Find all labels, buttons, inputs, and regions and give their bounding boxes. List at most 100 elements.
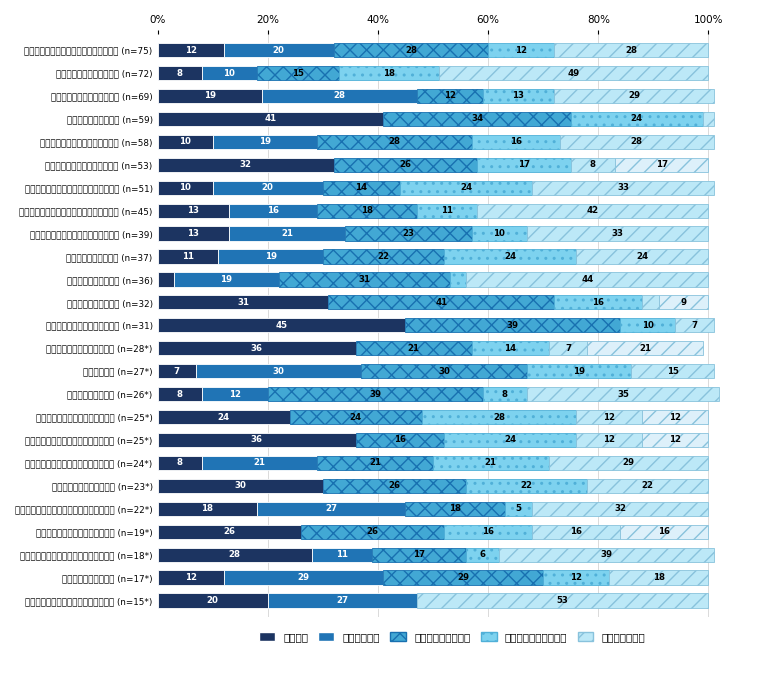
- Text: 8: 8: [501, 389, 507, 398]
- Bar: [466, 272, 709, 286]
- Text: 17: 17: [413, 550, 425, 559]
- Bar: [158, 134, 213, 149]
- Bar: [417, 89, 482, 103]
- Text: 28: 28: [631, 137, 643, 146]
- Bar: [158, 570, 224, 585]
- Bar: [323, 479, 466, 493]
- Bar: [158, 318, 405, 333]
- Bar: [527, 227, 709, 240]
- Bar: [642, 410, 709, 424]
- Bar: [472, 227, 527, 240]
- Text: 18: 18: [653, 573, 665, 582]
- Text: 21: 21: [254, 458, 265, 467]
- Text: 9: 9: [680, 298, 687, 307]
- Bar: [196, 364, 361, 378]
- Bar: [339, 66, 439, 80]
- Text: 12: 12: [669, 412, 681, 421]
- Bar: [158, 593, 267, 608]
- Text: 39: 39: [507, 321, 519, 330]
- Text: 41: 41: [264, 114, 277, 123]
- Text: 12: 12: [604, 412, 615, 421]
- Bar: [213, 181, 323, 195]
- Bar: [158, 364, 196, 378]
- Bar: [257, 66, 339, 80]
- Text: 16: 16: [658, 527, 671, 536]
- Text: 14: 14: [504, 344, 516, 353]
- Bar: [659, 295, 709, 310]
- Text: 18: 18: [449, 505, 461, 514]
- Bar: [439, 66, 709, 80]
- Text: 31: 31: [358, 275, 370, 284]
- Text: 20: 20: [273, 46, 285, 55]
- Text: 12: 12: [443, 91, 456, 100]
- Text: 29: 29: [457, 573, 469, 582]
- Bar: [620, 318, 675, 333]
- Bar: [532, 525, 620, 538]
- Bar: [158, 295, 328, 310]
- Text: 11: 11: [182, 252, 194, 261]
- Bar: [417, 593, 709, 608]
- Bar: [158, 502, 257, 516]
- Text: 29: 29: [628, 91, 640, 100]
- Bar: [632, 364, 714, 378]
- Bar: [158, 89, 262, 103]
- Bar: [361, 364, 527, 378]
- Text: 12: 12: [570, 573, 582, 582]
- Bar: [527, 364, 632, 378]
- Text: 32: 32: [240, 160, 251, 169]
- Text: 29: 29: [298, 573, 309, 582]
- Text: 8: 8: [177, 389, 183, 398]
- Bar: [158, 410, 290, 424]
- Bar: [356, 341, 472, 356]
- Bar: [267, 593, 417, 608]
- Text: 7: 7: [565, 344, 571, 353]
- Bar: [444, 249, 576, 263]
- Text: 24: 24: [350, 412, 362, 421]
- Text: 8: 8: [177, 69, 183, 78]
- Text: 24: 24: [218, 412, 230, 421]
- Text: 16: 16: [570, 527, 582, 536]
- Text: 11: 11: [440, 206, 453, 215]
- Text: 12: 12: [669, 435, 681, 444]
- Text: 49: 49: [568, 69, 580, 78]
- Text: 20: 20: [207, 596, 219, 605]
- Text: 11: 11: [336, 550, 348, 559]
- Bar: [202, 456, 317, 470]
- Text: 24: 24: [631, 114, 643, 123]
- Text: 15: 15: [292, 69, 304, 78]
- Text: 10: 10: [493, 229, 505, 238]
- Text: 21: 21: [639, 344, 651, 353]
- Text: 24: 24: [504, 252, 516, 261]
- Bar: [158, 181, 213, 195]
- Text: 30: 30: [438, 367, 450, 376]
- Text: 24: 24: [636, 252, 648, 261]
- Bar: [576, 433, 642, 447]
- Bar: [202, 66, 257, 80]
- Text: 21: 21: [370, 458, 381, 467]
- Text: 29: 29: [623, 458, 635, 467]
- Text: 16: 16: [394, 435, 406, 444]
- Bar: [158, 66, 202, 80]
- Text: 28: 28: [493, 412, 505, 421]
- Text: 34: 34: [471, 114, 483, 123]
- Text: 10: 10: [642, 321, 654, 330]
- Text: 26: 26: [223, 527, 235, 536]
- Bar: [158, 227, 229, 240]
- Bar: [433, 456, 549, 470]
- Bar: [532, 181, 714, 195]
- Text: 22: 22: [377, 252, 389, 261]
- Text: 20: 20: [262, 183, 274, 192]
- Bar: [290, 410, 422, 424]
- Bar: [279, 272, 450, 286]
- Bar: [405, 502, 504, 516]
- Bar: [158, 157, 334, 172]
- Text: 36: 36: [251, 344, 263, 353]
- Text: 53: 53: [556, 596, 568, 605]
- Bar: [543, 570, 610, 585]
- Bar: [229, 227, 345, 240]
- Bar: [472, 341, 549, 356]
- Bar: [213, 134, 317, 149]
- Text: 12: 12: [184, 46, 197, 55]
- Bar: [576, 410, 642, 424]
- Text: 16: 16: [267, 206, 280, 215]
